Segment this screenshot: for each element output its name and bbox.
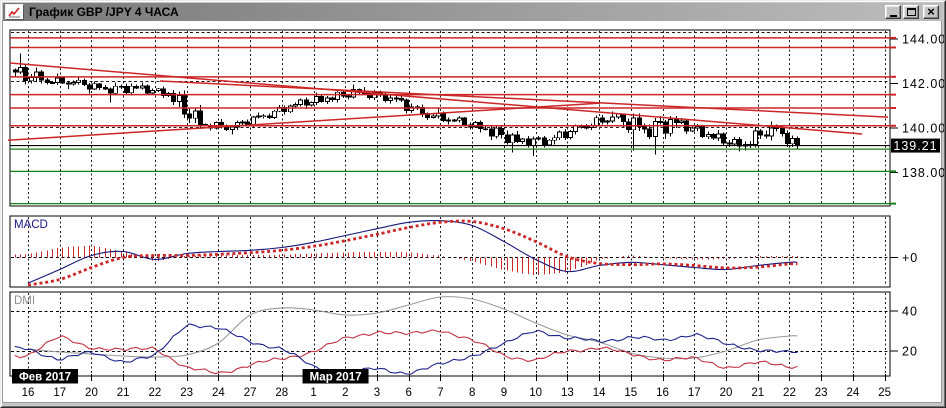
svg-text:27: 27 <box>244 387 257 399</box>
window-title: График GBP /JPY 4 ЧАСА <box>29 5 179 19</box>
svg-text:23: 23 <box>180 387 193 399</box>
svg-text:144.00: 144.00 <box>902 33 946 47</box>
close-button[interactable]: × <box>923 5 939 19</box>
svg-text:13: 13 <box>561 387 574 399</box>
svg-text:40: 40 <box>902 305 918 319</box>
month-badge-feb: Фев 2017 <box>12 369 78 384</box>
svg-text:10: 10 <box>529 387 542 399</box>
macd-histogram <box>15 245 798 276</box>
close-icon: × <box>927 3 935 19</box>
month-badge-mar: Мар 2017 <box>302 369 369 384</box>
dmi-axis: 40 20 <box>890 305 918 359</box>
macd-line <box>27 220 798 284</box>
svg-text:14: 14 <box>593 387 606 399</box>
macd-signal-line <box>27 219 798 287</box>
minimize-icon <box>889 14 897 17</box>
dmi-title: DMI <box>14 295 35 307</box>
svg-text:15: 15 <box>624 387 637 399</box>
svg-text:25: 25 <box>878 387 891 399</box>
svg-text:142.00: 142.00 <box>902 77 946 91</box>
svg-text:140.00: 140.00 <box>902 122 946 136</box>
window-title-bar: График GBP /JPY 4 ЧАСА × <box>3 3 942 21</box>
grid <box>11 31 889 375</box>
svg-text:Фев 2017: Фев 2017 <box>19 372 71 384</box>
support-resistance-levels <box>10 37 890 205</box>
svg-text:17: 17 <box>688 387 701 399</box>
svg-text:21: 21 <box>117 387 130 399</box>
svg-text:8: 8 <box>469 387 475 399</box>
minimize-button[interactable] <box>885 5 901 19</box>
svg-text:DMI: DMI <box>14 295 35 307</box>
svg-text:20: 20 <box>720 387 733 399</box>
svg-text:MACD: MACD <box>14 219 48 231</box>
line-chart-icon[interactable] <box>5 4 24 20</box>
svg-text:16: 16 <box>656 387 669 399</box>
svg-text:20: 20 <box>902 345 918 359</box>
dmi-minus-di-line <box>14 323 798 375</box>
maximize-icon <box>906 8 916 16</box>
window-controls: × <box>885 5 939 19</box>
svg-text:7: 7 <box>437 387 443 399</box>
svg-text:22: 22 <box>149 387 162 399</box>
svg-text:28: 28 <box>275 387 288 399</box>
svg-text:20: 20 <box>85 387 98 399</box>
svg-text:Мар 2017: Мар 2017 <box>310 372 362 384</box>
trendlines <box>7 62 889 141</box>
price-axis-labels: 144.00 142.00 140.00 138.00 <box>890 33 946 205</box>
maximize-button[interactable] <box>903 5 919 19</box>
svg-text:24: 24 <box>847 387 860 399</box>
svg-text:23: 23 <box>815 387 828 399</box>
macd-title: MACD <box>14 219 48 231</box>
dmi-plus-di-line <box>14 329 798 375</box>
date-axis-labels: 16 17 20 21 22 23 24 27 28 1 2 3 6 7 8 9 10 13 14 15 16 17 20 2… <box>22 374 891 399</box>
macd-axis: +0 <box>890 251 918 265</box>
svg-text:9: 9 <box>501 387 507 399</box>
svg-text:+0: +0 <box>902 251 918 265</box>
current-price-label: 139.21 <box>891 138 940 153</box>
svg-text:3: 3 <box>374 387 380 399</box>
svg-text:24: 24 <box>212 387 225 399</box>
svg-text:1: 1 <box>310 387 316 399</box>
svg-text:21: 21 <box>751 387 764 399</box>
svg-text:139.21: 139.21 <box>893 139 937 153</box>
svg-text:138.00: 138.00 <box>902 166 946 180</box>
dmi-adx-line <box>27 296 798 360</box>
panel-frames <box>9 29 891 377</box>
svg-text:17: 17 <box>53 387 66 399</box>
svg-text:2: 2 <box>342 387 348 399</box>
svg-text:22: 22 <box>783 387 796 399</box>
svg-text:6: 6 <box>406 387 412 399</box>
svg-text:16: 16 <box>22 387 35 399</box>
